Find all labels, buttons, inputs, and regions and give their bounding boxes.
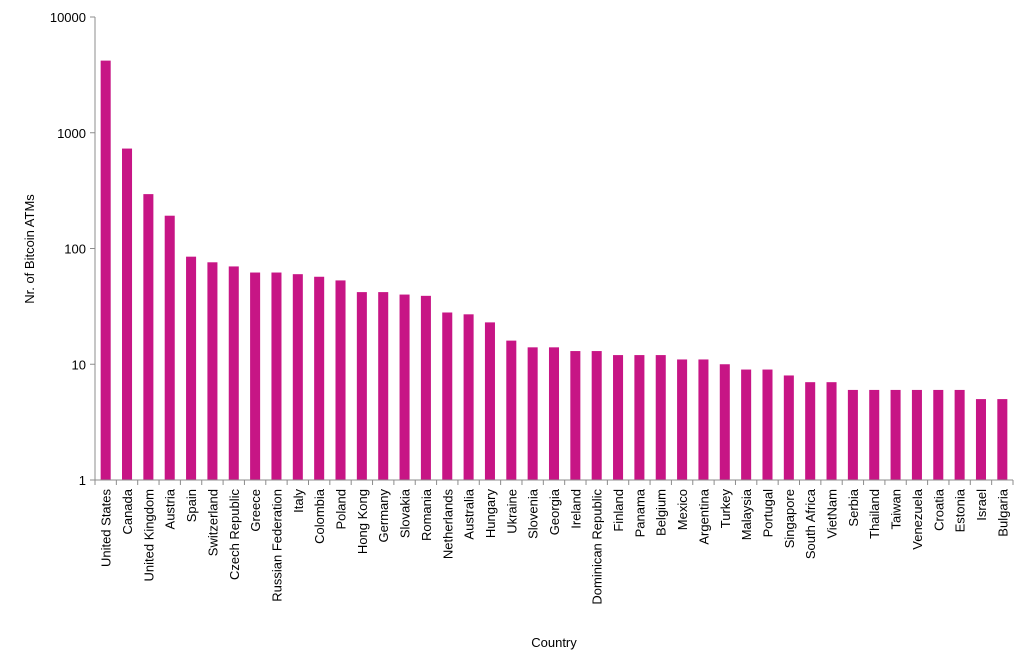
bar: [805, 382, 816, 480]
bar: [570, 351, 581, 480]
bar: [591, 351, 602, 480]
bar: [463, 314, 474, 480]
bar: [826, 382, 837, 480]
bar: [186, 256, 197, 480]
x-tick-label: Russian Federation: [269, 489, 284, 602]
x-tick-label: Argentina: [696, 488, 711, 544]
y-ticks-group: 1 10 100 1000 10000: [50, 10, 95, 488]
bar: [847, 389, 858, 480]
x-tick-label: Taiwan: [889, 489, 904, 529]
bar: [677, 359, 688, 480]
bar: [484, 322, 495, 480]
bar: [698, 359, 709, 480]
bar: [143, 194, 154, 480]
x-tick-label: Hungary: [483, 489, 498, 539]
x-tick-label: Croatia: [931, 488, 946, 531]
x-tick-label: Ireland: [568, 489, 583, 529]
x-tick-label: Slovakia: [398, 488, 413, 538]
x-tick-label: Ukraine: [504, 489, 519, 534]
x-tick-label: Canada: [120, 488, 135, 534]
x-tick-label: Poland: [334, 489, 349, 529]
x-tick-label: Italy: [291, 489, 306, 513]
x-tick-label: Switzerland: [205, 489, 220, 556]
x-tick-label: South Africa: [803, 488, 818, 559]
x-tick-label: Malaysia: [739, 488, 754, 540]
bar: [356, 292, 367, 480]
bar: [527, 347, 538, 480]
bar: [741, 369, 752, 480]
bar: [335, 280, 346, 480]
x-tick-label: Estonia: [953, 488, 968, 532]
bar: [548, 347, 560, 480]
bar: [164, 215, 175, 480]
bar: [228, 266, 239, 480]
y-tick-label: 10000: [50, 10, 86, 25]
x-tick-label: Netherlands: [440, 489, 455, 560]
y-tick-label: 1: [79, 473, 86, 488]
y-tick-label: 1000: [57, 126, 86, 141]
x-tick-label: United States: [99, 489, 114, 568]
bar: [442, 312, 453, 480]
x-tick-label: Venezuela: [910, 488, 925, 549]
bars-group: [100, 60, 1008, 481]
y-tick-label: 100: [64, 242, 86, 257]
x-tick-label: Colombia: [312, 488, 327, 544]
bar: [719, 364, 730, 480]
bar: [207, 262, 218, 480]
bar: [420, 295, 431, 480]
bar: [122, 148, 133, 480]
bar: [399, 294, 410, 480]
y-axis-label: Nr. of Bitcoin ATMs: [22, 194, 37, 304]
bar: [100, 60, 111, 481]
bar: [783, 375, 794, 480]
x-tick-label: Dominican Republic: [590, 489, 605, 605]
x-tick-label: Mexico: [675, 489, 690, 530]
bar: [613, 355, 624, 480]
x-tick-label: Czech Republic: [227, 489, 242, 581]
x-ticks-group: United States Canada United Kingdom Austria…: [94, 480, 1014, 605]
bar: [292, 274, 303, 480]
bar: [954, 389, 965, 480]
x-axis-label: Country: [531, 635, 577, 650]
x-tick-label: Germany: [376, 489, 391, 543]
x-tick-label: Serbia: [846, 488, 861, 526]
bar: [378, 292, 389, 480]
x-tick-label: Thailand: [867, 489, 882, 539]
x-tick-label: Portugal: [760, 489, 775, 538]
bar: [762, 369, 773, 480]
x-tick-label: United Kingdom: [141, 489, 156, 582]
x-tick-label: Finland: [611, 489, 626, 532]
bar: [250, 272, 261, 480]
bar: [655, 355, 666, 480]
x-tick-label: Belgium: [654, 489, 669, 536]
x-tick-label: Greece: [248, 489, 263, 532]
x-tick-label: Australia: [462, 488, 477, 539]
x-tick-label: Slovenia: [526, 488, 541, 539]
x-tick-label: Spain: [184, 489, 199, 522]
bar: [975, 399, 986, 480]
x-tick-label: Panama: [632, 488, 647, 537]
bar: [271, 272, 282, 480]
x-tick-label: Hong Kong: [355, 489, 370, 554]
bar: [506, 340, 517, 480]
x-tick-label: Romania: [419, 488, 434, 541]
x-tick-label: Austria: [163, 488, 178, 529]
x-tick-label: Singapore: [782, 489, 797, 548]
bar: [890, 389, 901, 480]
y-tick-label: 10: [72, 357, 86, 372]
bar: [911, 389, 922, 480]
bar: [933, 389, 944, 480]
x-tick-label: Georgia: [547, 488, 562, 535]
x-tick-label: VietNam: [825, 489, 840, 539]
x-tick-label: Israel: [974, 489, 989, 521]
x-tick-label: Bulgaria: [995, 488, 1010, 536]
bar: [869, 389, 880, 480]
bar: [997, 399, 1008, 480]
x-tick-label: Turkey: [718, 489, 733, 529]
bar: [634, 355, 645, 480]
bar: [314, 276, 325, 480]
